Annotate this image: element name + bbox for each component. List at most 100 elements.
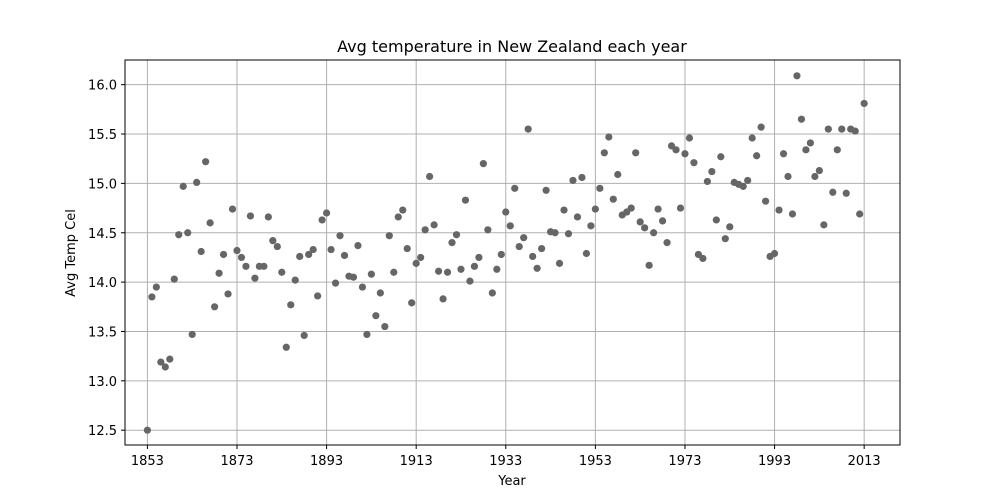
data-point xyxy=(587,222,595,230)
data-point xyxy=(641,224,649,232)
data-point xyxy=(824,125,832,133)
data-point xyxy=(860,99,868,108)
data-point xyxy=(251,274,259,282)
data-point xyxy=(327,245,335,254)
data-point xyxy=(676,204,685,212)
data-point xyxy=(779,150,788,158)
data-point xyxy=(672,146,680,154)
data-point xyxy=(242,262,250,270)
data-point xyxy=(681,150,689,158)
data-point xyxy=(278,268,286,276)
x-axis-ticks: 1853 1873 1893 1913 1933 1953 1973 1993 2013 xyxy=(131,445,881,469)
x-tick-label: 1893 xyxy=(310,454,343,469)
data-point xyxy=(233,246,241,255)
data-point xyxy=(600,149,608,157)
data-point xyxy=(506,222,514,230)
data-point xyxy=(148,293,156,301)
data-point xyxy=(856,210,864,218)
data-point xyxy=(206,219,214,227)
data-point xyxy=(811,172,819,181)
x-axis-label: Year xyxy=(497,474,526,489)
data-points xyxy=(143,72,868,434)
data-point xyxy=(260,262,268,270)
data-point xyxy=(797,115,806,123)
data-point xyxy=(161,363,169,371)
y-tick-label: 12.5 xyxy=(88,424,117,439)
data-point xyxy=(426,172,434,181)
data-point xyxy=(699,254,707,263)
data-point xyxy=(372,312,380,320)
data-point xyxy=(515,242,523,251)
y-axis-label: Avg Temp Cel xyxy=(64,209,79,297)
data-point xyxy=(184,229,192,237)
data-point xyxy=(264,213,272,221)
data-point xyxy=(273,242,281,251)
data-point xyxy=(784,172,792,181)
data-point xyxy=(354,241,362,250)
data-point xyxy=(421,226,429,234)
data-point xyxy=(152,283,160,291)
data-point xyxy=(632,149,640,157)
data-point xyxy=(762,197,770,205)
data-point xyxy=(412,259,420,267)
data-point xyxy=(457,265,465,273)
data-point xyxy=(309,245,317,254)
y-tick-label: 14.0 xyxy=(88,276,117,291)
data-point xyxy=(479,160,487,168)
data-point xyxy=(573,213,582,221)
data-point xyxy=(376,289,384,297)
data-point xyxy=(820,221,828,229)
y-tick-label: 15.0 xyxy=(88,177,117,192)
data-point xyxy=(502,208,510,216)
data-point xyxy=(331,279,340,287)
y-tick-label: 16.0 xyxy=(88,79,117,94)
data-point xyxy=(636,218,644,226)
data-point xyxy=(417,253,425,262)
y-tick-label: 15.5 xyxy=(88,128,117,143)
data-point xyxy=(829,188,837,196)
plot-frame xyxy=(124,59,901,446)
data-point xyxy=(533,264,541,272)
grid-lines xyxy=(125,60,900,445)
data-point xyxy=(358,283,367,291)
data-point xyxy=(645,261,653,269)
data-point xyxy=(170,275,178,283)
data-point xyxy=(224,290,232,298)
data-point xyxy=(363,330,371,339)
data-point xyxy=(336,232,344,240)
data-point xyxy=(282,343,290,351)
data-point xyxy=(443,268,452,276)
data-point xyxy=(560,206,568,214)
data-point xyxy=(753,152,761,160)
data-point xyxy=(739,182,747,190)
data-point xyxy=(757,123,765,131)
data-point xyxy=(578,173,586,182)
data-point xyxy=(166,355,174,363)
data-point xyxy=(318,216,326,224)
data-point xyxy=(349,273,358,281)
data-point xyxy=(305,250,313,259)
x-tick-label: 1853 xyxy=(131,454,164,469)
data-point xyxy=(605,133,613,141)
data-point xyxy=(210,303,219,311)
data-point xyxy=(654,205,662,213)
data-point xyxy=(770,249,779,258)
data-point xyxy=(538,244,546,253)
data-point xyxy=(390,268,398,276)
data-point xyxy=(385,232,393,240)
data-point xyxy=(721,235,729,243)
data-point xyxy=(542,186,550,194)
x-tick-label: 1913 xyxy=(400,454,433,469)
data-point xyxy=(434,267,443,275)
data-point xyxy=(582,249,591,258)
data-point xyxy=(296,252,304,261)
data-point xyxy=(497,250,505,259)
data-point xyxy=(833,146,841,154)
data-point xyxy=(591,205,599,213)
data-point xyxy=(215,269,223,277)
data-point xyxy=(551,229,559,237)
data-point xyxy=(291,276,299,284)
x-tick-label: 1933 xyxy=(489,454,522,469)
data-point xyxy=(529,252,537,261)
data-point xyxy=(524,125,532,133)
